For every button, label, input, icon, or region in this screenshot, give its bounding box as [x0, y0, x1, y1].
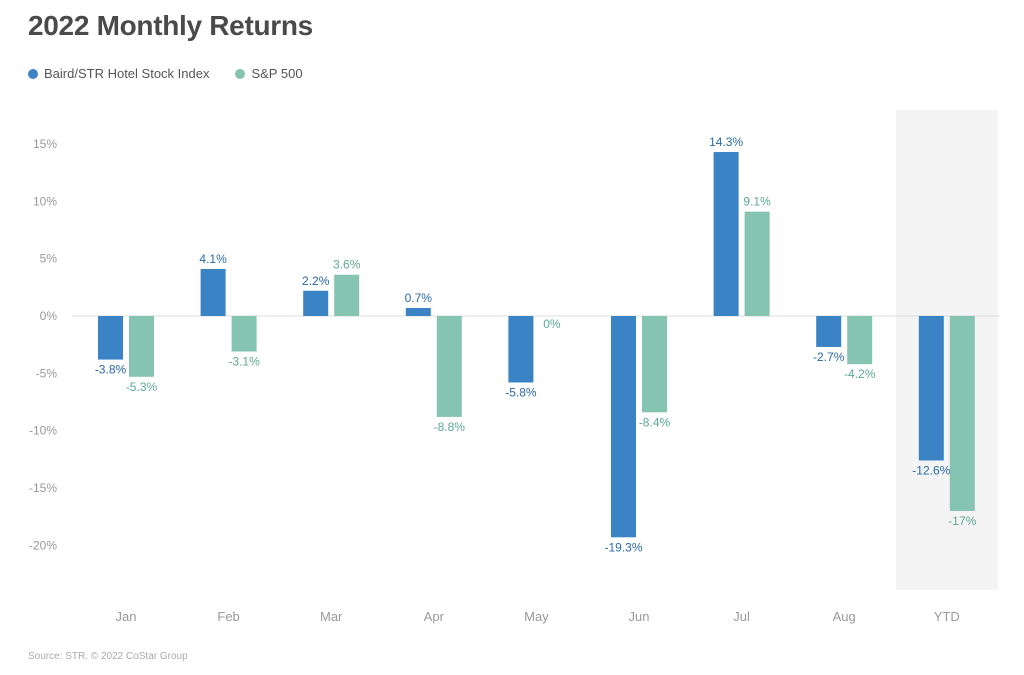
x-tick-label-apr: Apr	[424, 609, 445, 624]
bar-hotel-index-jan	[98, 316, 123, 360]
data-label-hotel-index-may: -5.8%	[505, 386, 537, 400]
y-tick-label: -15%	[29, 481, 57, 495]
data-label-sp500-apr: -8.8%	[434, 420, 466, 434]
x-tick-label-feb: Feb	[217, 609, 239, 624]
data-label-hotel-index-jul: 14.3%	[709, 135, 743, 149]
legend-item-hotel-index: Baird/STR Hotel Stock Index	[28, 66, 209, 81]
bar-hotel-index-feb	[200, 268, 226, 316]
legend-dot-hotel-index	[28, 68, 38, 79]
legend-dot-sp500	[235, 68, 246, 79]
bar-hotel-index-may	[508, 316, 534, 383]
bar-sp500-jun	[642, 316, 667, 413]
y-tick-label: 0%	[40, 309, 58, 323]
bar-sp500-aug	[847, 316, 873, 365]
y-tick-label: 10%	[33, 194, 57, 208]
bar-hotel-index-mar	[303, 290, 329, 316]
bar-sp500-jan	[129, 316, 154, 377]
y-tick-label: -10%	[29, 424, 57, 438]
data-label-hotel-index-jun: -19.3%	[604, 540, 642, 554]
bar-sp500-feb	[231, 316, 257, 352]
x-tick-label-jan: Jan	[116, 609, 137, 624]
data-label-sp500-jan: -5.3%	[126, 380, 158, 394]
legend-label-sp500: S&P 500	[251, 66, 303, 81]
bar-sp500-mar	[334, 274, 360, 316]
bar-sp500-ytd	[949, 316, 975, 511]
data-label-sp500-feb: -3.1%	[228, 355, 260, 369]
x-tick-label-mar: Mar	[320, 609, 343, 624]
data-label-hotel-index-jan: -3.8%	[95, 363, 127, 377]
data-label-sp500-mar: 3.6%	[333, 258, 361, 272]
data-label-sp500-may: 0%	[543, 317, 561, 331]
y-tick-label: -20%	[29, 538, 57, 552]
bar-hotel-index-apr	[405, 307, 431, 316]
legend: Baird/STR Hotel Stock Index S&P 500	[28, 66, 303, 81]
data-label-hotel-index-aug: -2.7%	[813, 350, 845, 364]
source-note: Source: STR. © 2022 CoStar Group	[28, 651, 188, 662]
data-label-hotel-index-ytd: -12.6%	[912, 463, 950, 477]
data-label-sp500-ytd: -17%	[948, 514, 976, 528]
data-label-hotel-index-apr: 0.7%	[405, 291, 433, 305]
x-tick-label-may: May	[524, 609, 549, 624]
bar-hotel-index-aug	[816, 316, 842, 347]
data-label-hotel-index-mar: 2.2%	[302, 274, 330, 288]
y-tick-label: 5%	[40, 252, 58, 266]
bar-hotel-index-jul	[713, 152, 739, 316]
ytd-highlight-band	[895, 110, 998, 590]
legend-item-sp500: S&P 500	[235, 66, 303, 81]
x-tick-label-aug: Aug	[833, 609, 856, 624]
y-tick-label: -5%	[36, 366, 58, 380]
x-tick-label-jul: Jul	[733, 609, 750, 624]
legend-label-hotel-index: Baird/STR Hotel Stock Index	[44, 66, 210, 81]
bar-sp500-apr	[436, 316, 462, 417]
data-label-sp500-aug: -4.2%	[844, 367, 876, 381]
data-label-sp500-jun: -8.4%	[639, 415, 671, 429]
x-tick-label-ytd: YTD	[934, 609, 960, 624]
data-label-hotel-index-feb: 4.1%	[199, 252, 227, 266]
bar-sp500-jul	[744, 211, 770, 316]
bar-hotel-index-jun	[611, 316, 636, 538]
y-tick-label: 15%	[33, 137, 57, 151]
data-label-sp500-jul: 9.1%	[743, 195, 771, 209]
chart-title: 2022 Monthly Returns	[28, 10, 313, 41]
bar-hotel-index-ytd	[918, 316, 944, 461]
x-tick-label-jun: Jun	[629, 609, 650, 624]
